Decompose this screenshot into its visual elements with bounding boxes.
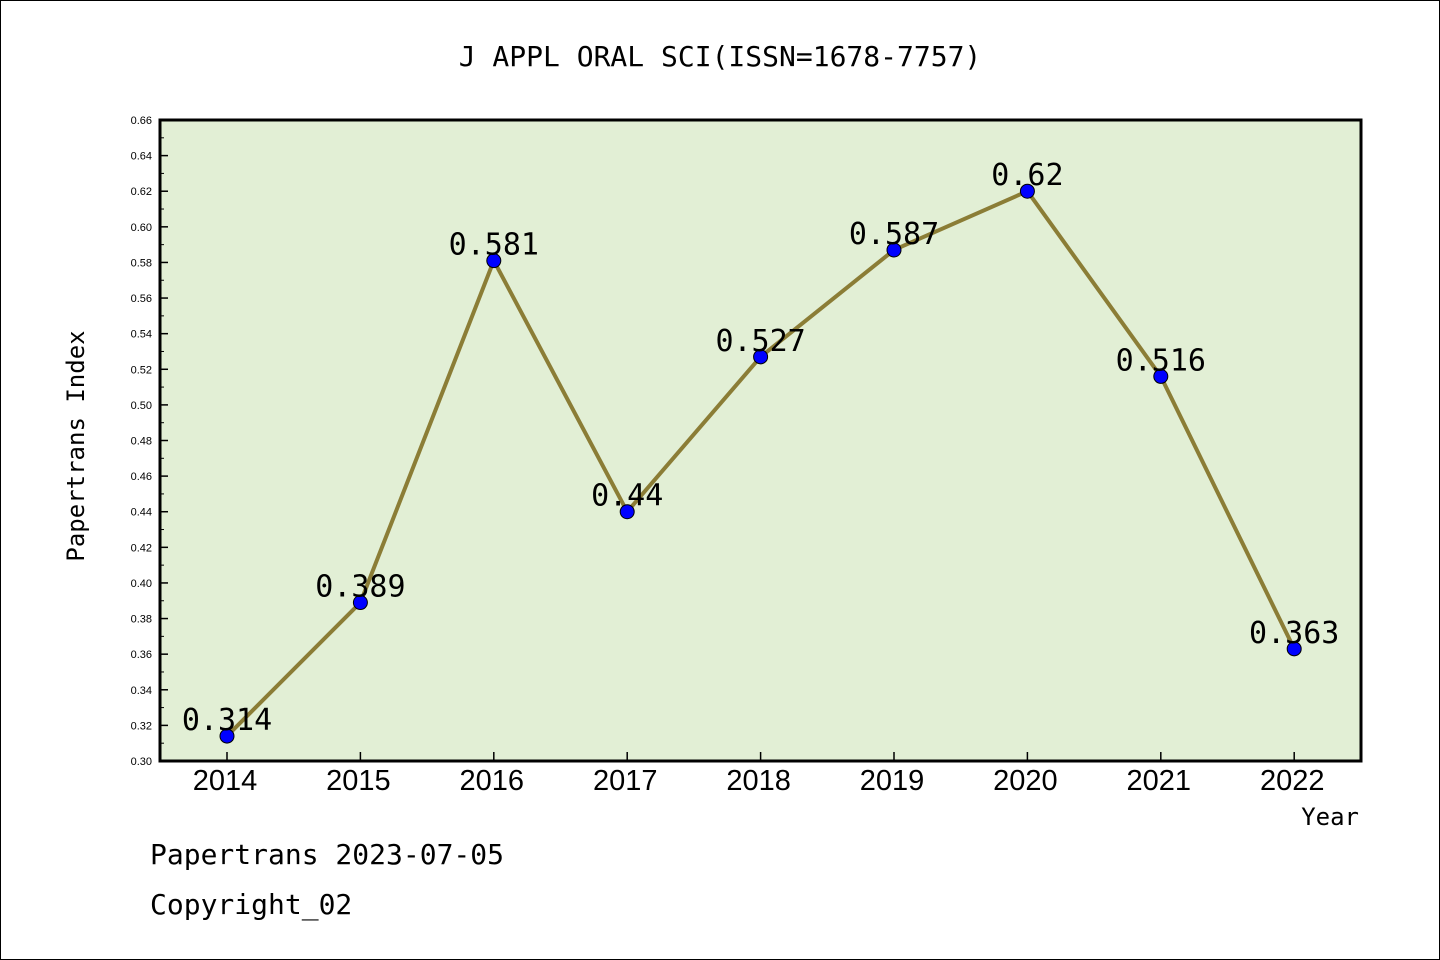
y-tick-label: 0.66 <box>131 115 152 127</box>
y-tick-label: 0.46 <box>131 471 152 483</box>
y-tick-label: 0.52 <box>131 364 152 376</box>
data-point <box>1019 183 1035 199</box>
footer-copyright: Copyright_02 <box>150 888 352 922</box>
data-point <box>1286 641 1302 657</box>
y-tick-label: 0.30 <box>131 756 152 768</box>
y-tick-label: 0.38 <box>131 614 152 626</box>
data-label: 0.581 <box>449 228 539 263</box>
y-tick-label: 0.62 <box>131 186 152 198</box>
data-label: 0.314 <box>182 703 272 738</box>
y-tick-label: 0.56 <box>131 293 152 305</box>
data-label: 0.516 <box>1116 343 1206 378</box>
y-tick-label: 0.60 <box>131 222 152 234</box>
x-tick-label: 2021 <box>1127 765 1192 797</box>
x-tick-label: 2014 <box>193 765 258 797</box>
y-tick-label: 0.58 <box>131 257 152 269</box>
x-axis-title: Year <box>1301 803 1359 831</box>
footer-date: Papertrans 2023-07-05 <box>150 838 504 871</box>
x-tick-label: 2022 <box>1260 765 1325 797</box>
plot-area <box>158 118 1363 763</box>
y-tick-label: 0.54 <box>131 329 152 341</box>
y-axis: 0.30 0.32 0.34 0.36 0.38 0.40 0.42 0.44 0.46 0.48… <box>131 115 168 768</box>
y-tick-label: 0.50 <box>131 400 152 412</box>
x-tick-label: 2017 <box>593 765 658 797</box>
x-tick-label: 2020 <box>993 765 1058 797</box>
y-tick-label: 0.34 <box>131 685 152 697</box>
data-point <box>219 728 235 744</box>
x-tick-label: 2018 <box>726 765 791 797</box>
data-label: 0.527 <box>715 324 805 359</box>
data-points <box>219 183 1302 744</box>
x-axis: 2014 2015 2016 2017 2018 2019 2020 2021 2022 <box>193 752 1325 797</box>
x-tick-label: 2019 <box>860 765 925 797</box>
data-point <box>352 595 368 611</box>
data-point <box>486 253 502 269</box>
x-tick-label: 2015 <box>326 765 391 797</box>
chart-title: J APPL ORAL SCI(ISSN=1678-7757) <box>459 40 982 73</box>
y-tick-label: 0.36 <box>131 649 152 661</box>
data-label: 0.363 <box>1249 616 1339 651</box>
data-point <box>886 242 902 258</box>
y-axis-title: Papertrans Index <box>62 330 90 561</box>
x-tick-label: 2016 <box>460 765 525 797</box>
data-point <box>619 504 635 520</box>
data-labels: 0.314 0.389 0.581 0.44 0.527 0.587 0.62 0.516 0.… <box>182 158 1340 738</box>
y-tick-label: 0.42 <box>131 542 152 554</box>
y-tick-label: 0.64 <box>131 151 152 163</box>
data-label: 0.44 <box>591 479 663 514</box>
data-label: 0.62 <box>991 158 1063 193</box>
data-label: 0.587 <box>849 217 939 252</box>
y-tick-label: 0.32 <box>131 720 152 732</box>
y-tick-label: 0.44 <box>131 507 152 519</box>
data-point <box>1153 368 1169 384</box>
y-tick-label: 0.48 <box>131 436 152 448</box>
y-tick-label: 0.40 <box>131 578 152 590</box>
data-point <box>753 349 769 365</box>
data-label: 0.389 <box>315 570 405 605</box>
